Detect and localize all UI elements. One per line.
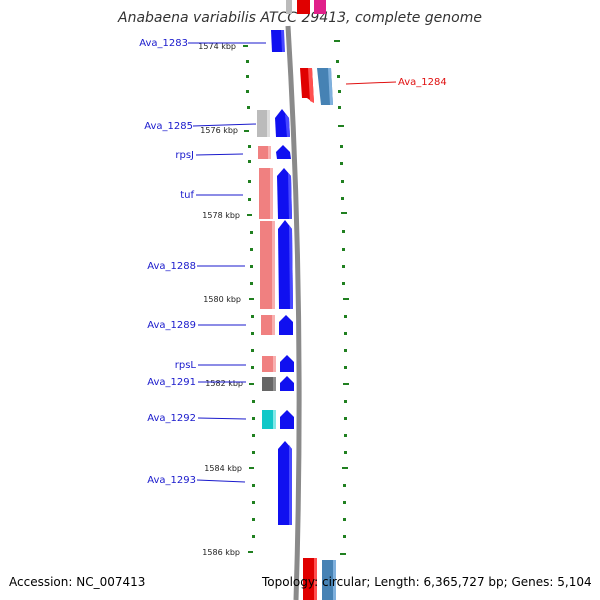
leader-lines xyxy=(188,42,397,483)
accession-text: Accession: NC_007413 xyxy=(9,575,146,589)
gene-ava-1285[interactable] xyxy=(257,109,290,137)
label-ava-1284[interactable]: Ava_1284 xyxy=(398,77,447,88)
right-tick-column xyxy=(334,40,349,555)
label-ava-1293[interactable]: Ava_1293 xyxy=(147,475,196,486)
gene-top-gray[interactable] xyxy=(286,0,292,14)
label-ava-1289[interactable]: Ava_1289 xyxy=(147,320,196,331)
gene-tuf[interactable] xyxy=(259,168,292,219)
gene-rpsj[interactable] xyxy=(258,145,291,159)
kbp-label-1584: 1584 kbp xyxy=(204,464,242,473)
label-ava-1285[interactable]: Ava_1285 xyxy=(144,121,193,132)
label-rpsj[interactable]: rpsJ xyxy=(175,150,194,161)
left-tick-column xyxy=(243,45,255,553)
gene-ava-1292[interactable] xyxy=(262,410,294,429)
label-ava-1288[interactable]: Ava_1288 xyxy=(147,261,196,272)
label-tuf[interactable]: tuf xyxy=(180,190,194,201)
kbp-label-1574: 1574 kbp xyxy=(198,42,236,51)
kbp-label-1576: 1576 kbp xyxy=(200,126,238,135)
kbp-label-1586: 1586 kbp xyxy=(202,548,240,557)
gene-top-red[interactable] xyxy=(297,0,310,14)
gene-rpsl[interactable] xyxy=(262,355,294,372)
gene-bottom-partial[interactable] xyxy=(303,558,336,600)
gene-top-pink[interactable] xyxy=(314,0,326,14)
label-rpsl[interactable]: rpsL xyxy=(175,360,197,371)
gene-ava-1289[interactable] xyxy=(261,315,293,335)
kbp-label-1578: 1578 kbp xyxy=(202,211,240,220)
label-ava-1292[interactable]: Ava_1292 xyxy=(147,413,196,424)
label-ava-1291[interactable]: Ava_1291 xyxy=(147,377,196,388)
kbp-label-1580: 1580 kbp xyxy=(203,295,241,304)
kbp-label-1582: 1582 kbp xyxy=(205,379,243,388)
gene-ava-1284[interactable] xyxy=(300,68,333,105)
topology-text: Topology: circular; Length: 6,365,727 bp… xyxy=(262,575,592,589)
gene-ava-1283[interactable] xyxy=(271,30,285,52)
gene-ava-1291[interactable] xyxy=(262,376,294,391)
gene-ava-1293[interactable] xyxy=(278,441,292,525)
genome-backbone xyxy=(285,25,302,600)
gene-ava-1288[interactable] xyxy=(260,220,293,309)
label-ava-1283[interactable]: Ava_1283 xyxy=(139,38,188,49)
map-title: Anabaena variabilis ATCC 29413, complete… xyxy=(118,10,482,26)
